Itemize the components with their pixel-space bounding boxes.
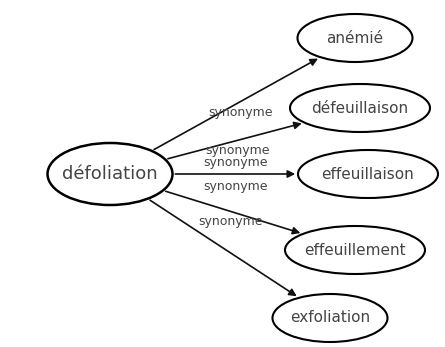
Text: synonyme: synonyme bbox=[203, 179, 267, 193]
Text: synonyme: synonyme bbox=[203, 155, 267, 169]
Text: synonyme: synonyme bbox=[198, 215, 263, 228]
Ellipse shape bbox=[48, 143, 173, 205]
Ellipse shape bbox=[298, 14, 413, 62]
Text: synonyme: synonyme bbox=[209, 106, 273, 119]
Text: défeuillaison: défeuillaison bbox=[312, 101, 409, 116]
Text: anémié: anémié bbox=[327, 31, 384, 45]
Ellipse shape bbox=[298, 150, 438, 198]
Text: effeuillement: effeuillement bbox=[304, 243, 406, 257]
Ellipse shape bbox=[285, 226, 425, 274]
Text: exfoliation: exfoliation bbox=[290, 311, 370, 325]
Text: effeuillaison: effeuillaison bbox=[322, 167, 414, 181]
Ellipse shape bbox=[290, 84, 430, 132]
Text: synonyme: synonyme bbox=[205, 144, 270, 157]
Ellipse shape bbox=[272, 294, 388, 342]
Text: défoliation: défoliation bbox=[62, 165, 158, 183]
